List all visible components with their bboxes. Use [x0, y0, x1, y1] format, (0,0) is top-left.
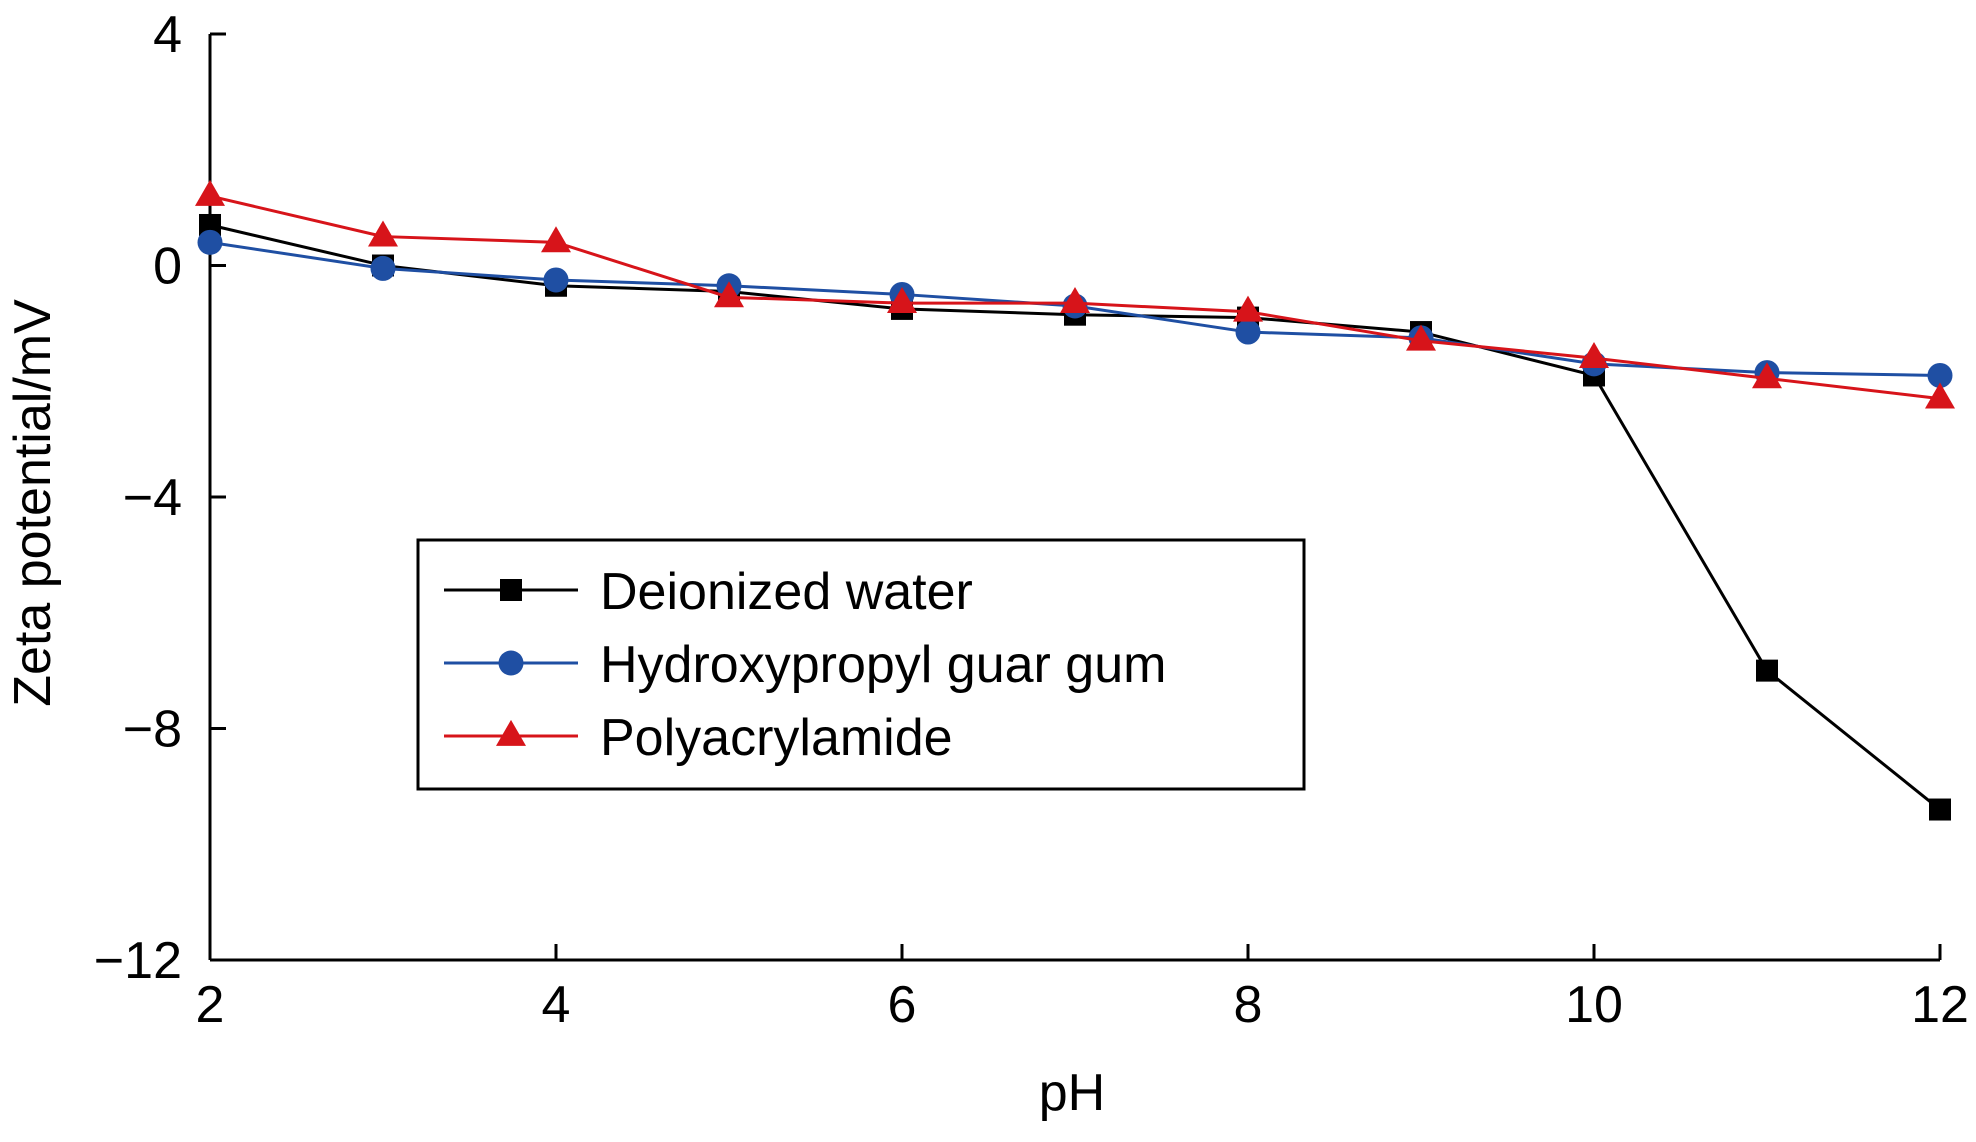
data-point-polyacrylamide: [1579, 341, 1609, 368]
data-point-polyacrylamide: [368, 220, 398, 247]
x-tick-label: 8: [1234, 976, 1263, 1034]
data-point-polyacrylamide: [195, 179, 225, 206]
legend-marker-hydroxypropyl-guar-gum: [498, 650, 524, 676]
data-point-deionized-water: [1929, 798, 1951, 821]
y-tick-label: 4: [153, 6, 182, 64]
series-layer: [195, 179, 1955, 821]
data-point-polyacrylamide: [541, 226, 571, 253]
data-point-polyacrylamide: [1752, 362, 1782, 389]
legend-label-deionized-water: Deionized water: [600, 563, 973, 621]
y-tick-label: −8: [123, 701, 182, 759]
data-point-hydroxypropyl-guar-gum: [1927, 362, 1953, 388]
x-tick-label: 10: [1565, 976, 1623, 1034]
axes: 2 4 6 8 10 12 −12 −8 −4 0 4: [94, 6, 1969, 1034]
x-tick-label: 12: [1911, 976, 1969, 1034]
data-point-polyacrylamide: [1060, 286, 1090, 313]
data-point-hydroxypropyl-guar-gum: [370, 255, 396, 281]
data-point-deionized-water: [1756, 659, 1778, 682]
y-axis-label: Zeta potential/mV: [4, 299, 62, 707]
data-point-hydroxypropyl-guar-gum: [197, 229, 223, 255]
x-tick-label: 2: [196, 976, 225, 1034]
series-polyacrylamide: [195, 179, 1955, 409]
y-tick-label: −12: [94, 932, 182, 990]
data-point-polyacrylamide: [887, 286, 917, 313]
data-point-polyacrylamide: [1925, 382, 1955, 409]
x-axis-label: pH: [1039, 1064, 1105, 1122]
legend-label-hydroxypropyl-guar-gum: Hydroxypropyl guar gum: [600, 636, 1166, 694]
data-point-hydroxypropyl-guar-gum: [543, 267, 569, 293]
y-tick-label: −4: [123, 469, 182, 527]
data-point-polyacrylamide: [1406, 324, 1436, 351]
data-point-polyacrylamide: [1233, 295, 1263, 322]
x-tick-label: 4: [542, 976, 571, 1034]
legend-label-polyacrylamide: Polyacrylamide: [600, 709, 953, 767]
legend-marker-polyacrylamide: [496, 719, 526, 746]
data-point-deionized-water: [199, 213, 221, 236]
y-tick-label: 0: [153, 238, 182, 296]
x-tick-label: 6: [888, 976, 917, 1034]
data-point-polyacrylamide: [714, 281, 744, 308]
legend: Deionized water Hydroxypropyl guar gum Pol…: [416, 538, 1306, 791]
legend-marker-deionized-water: [500, 579, 522, 601]
data-point-hydroxypropyl-guar-gum: [1235, 319, 1261, 345]
